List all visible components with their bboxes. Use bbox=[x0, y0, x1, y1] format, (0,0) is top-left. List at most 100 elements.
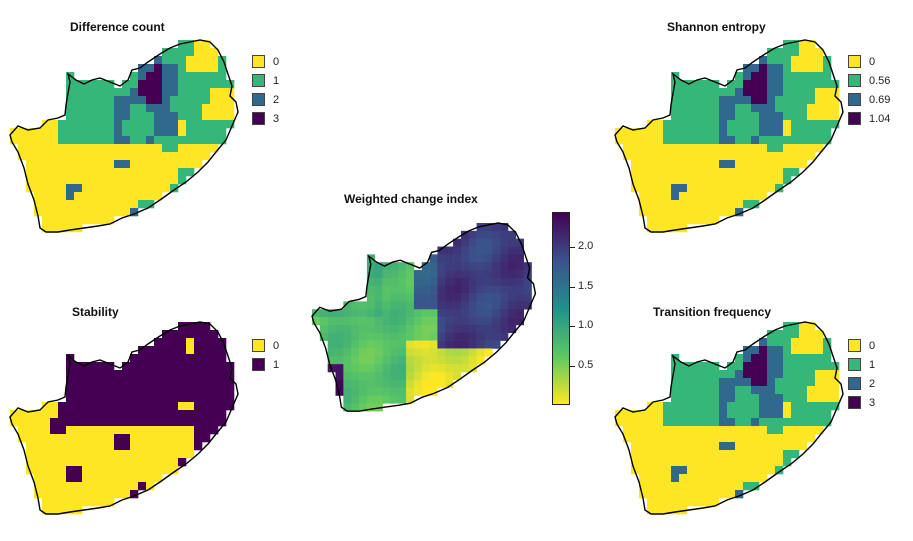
raster-cell bbox=[703, 418, 712, 427]
raster-cell bbox=[703, 200, 712, 209]
raster-cell bbox=[413, 277, 423, 287]
raster-cell bbox=[421, 309, 430, 318]
raster-cell bbox=[178, 72, 187, 81]
raster-cell bbox=[138, 482, 147, 491]
raster-cell bbox=[138, 144, 147, 153]
raster-cell bbox=[122, 160, 131, 169]
raster-cell bbox=[743, 378, 752, 387]
raster-cell bbox=[138, 152, 147, 161]
raster-cell bbox=[406, 324, 415, 334]
raster-cell bbox=[807, 394, 816, 403]
raster-cell bbox=[90, 152, 99, 161]
raster-cell bbox=[58, 458, 67, 467]
raster-cell bbox=[154, 394, 163, 403]
raster-cell bbox=[98, 450, 107, 459]
raster-cell bbox=[703, 160, 712, 169]
raster-cell bbox=[66, 136, 75, 145]
raster-cell bbox=[515, 301, 524, 310]
raster-cell bbox=[663, 216, 672, 225]
raster-cell bbox=[671, 434, 680, 443]
raster-cell bbox=[162, 402, 171, 411]
raster-cell bbox=[783, 96, 792, 105]
raster-cell bbox=[154, 346, 163, 355]
raster-cell bbox=[413, 356, 423, 365]
raster-cell bbox=[98, 216, 107, 225]
raster-cell bbox=[74, 370, 83, 379]
raster-cell bbox=[130, 378, 139, 387]
raster-cell bbox=[515, 246, 524, 255]
raster-cell bbox=[218, 394, 227, 403]
raster-cell bbox=[751, 386, 760, 395]
raster-cell bbox=[170, 120, 179, 129]
raster-cell bbox=[751, 370, 760, 379]
raster-cell bbox=[202, 72, 211, 81]
raster-cell bbox=[58, 450, 67, 459]
raster-cell bbox=[445, 254, 454, 263]
raster-cell bbox=[807, 434, 816, 443]
raster-cell bbox=[492, 317, 501, 326]
raster-cell bbox=[823, 88, 832, 97]
raster-cell bbox=[50, 498, 59, 507]
raster-cell bbox=[783, 386, 792, 395]
raster-cell bbox=[807, 402, 816, 411]
raster-cell bbox=[492, 285, 501, 294]
raster-cell bbox=[66, 152, 75, 161]
raster-cell bbox=[202, 128, 211, 137]
raster-cell bbox=[162, 450, 171, 459]
raster-cell bbox=[366, 403, 376, 412]
raster-cell bbox=[679, 120, 688, 129]
raster-cell bbox=[351, 371, 360, 381]
raster-cell bbox=[138, 200, 147, 209]
raster-cell bbox=[106, 152, 115, 161]
raster-cell bbox=[623, 434, 632, 443]
raster-cell bbox=[429, 348, 438, 357]
raster-cell bbox=[194, 370, 203, 379]
colorbar-gradient bbox=[552, 212, 570, 405]
raster-cell bbox=[695, 216, 704, 225]
raster-cell bbox=[631, 136, 640, 145]
raster-cell bbox=[719, 474, 728, 483]
raster-cell bbox=[751, 426, 760, 435]
raster-cell bbox=[210, 410, 219, 419]
panel-title: Stability bbox=[72, 305, 119, 319]
raster-cell bbox=[74, 216, 83, 225]
raster-cell bbox=[122, 80, 131, 89]
raster-cell bbox=[194, 72, 203, 81]
raster-cell bbox=[671, 442, 680, 451]
raster-cell bbox=[210, 112, 219, 121]
raster-cell bbox=[727, 144, 736, 153]
raster-cell bbox=[194, 426, 203, 435]
raster-cell bbox=[727, 434, 736, 443]
raster-cell bbox=[783, 112, 792, 121]
raster-cell bbox=[421, 356, 430, 365]
raster-cell bbox=[783, 56, 792, 65]
country-border bbox=[614, 39, 844, 233]
raster-cell bbox=[390, 317, 399, 326]
raster-cell bbox=[178, 386, 187, 395]
raster-cell bbox=[374, 395, 383, 404]
raster-cell bbox=[671, 418, 680, 427]
raster-cell bbox=[42, 418, 51, 427]
raster-cell bbox=[783, 458, 792, 467]
raster-cell bbox=[799, 144, 808, 153]
raster-cell bbox=[154, 418, 163, 427]
raster-cell bbox=[727, 80, 736, 89]
raster-cell bbox=[162, 418, 171, 427]
raster-cell bbox=[815, 426, 824, 435]
raster-cell bbox=[351, 309, 360, 318]
raster-cell bbox=[210, 362, 219, 371]
raster-cell bbox=[655, 128, 664, 137]
raster-cell bbox=[114, 200, 123, 209]
raster-cell bbox=[767, 378, 776, 387]
raster-cell bbox=[671, 216, 680, 225]
raster-cell bbox=[138, 402, 147, 411]
raster-cell bbox=[366, 364, 376, 373]
raster-cell bbox=[122, 378, 131, 387]
raster-cell bbox=[154, 168, 163, 177]
raster-cell bbox=[445, 317, 454, 326]
raster-cell bbox=[437, 356, 446, 365]
raster-cell bbox=[130, 72, 139, 81]
raster-cell bbox=[687, 192, 696, 201]
raster-cell bbox=[460, 270, 470, 279]
raster-cell bbox=[791, 378, 800, 387]
